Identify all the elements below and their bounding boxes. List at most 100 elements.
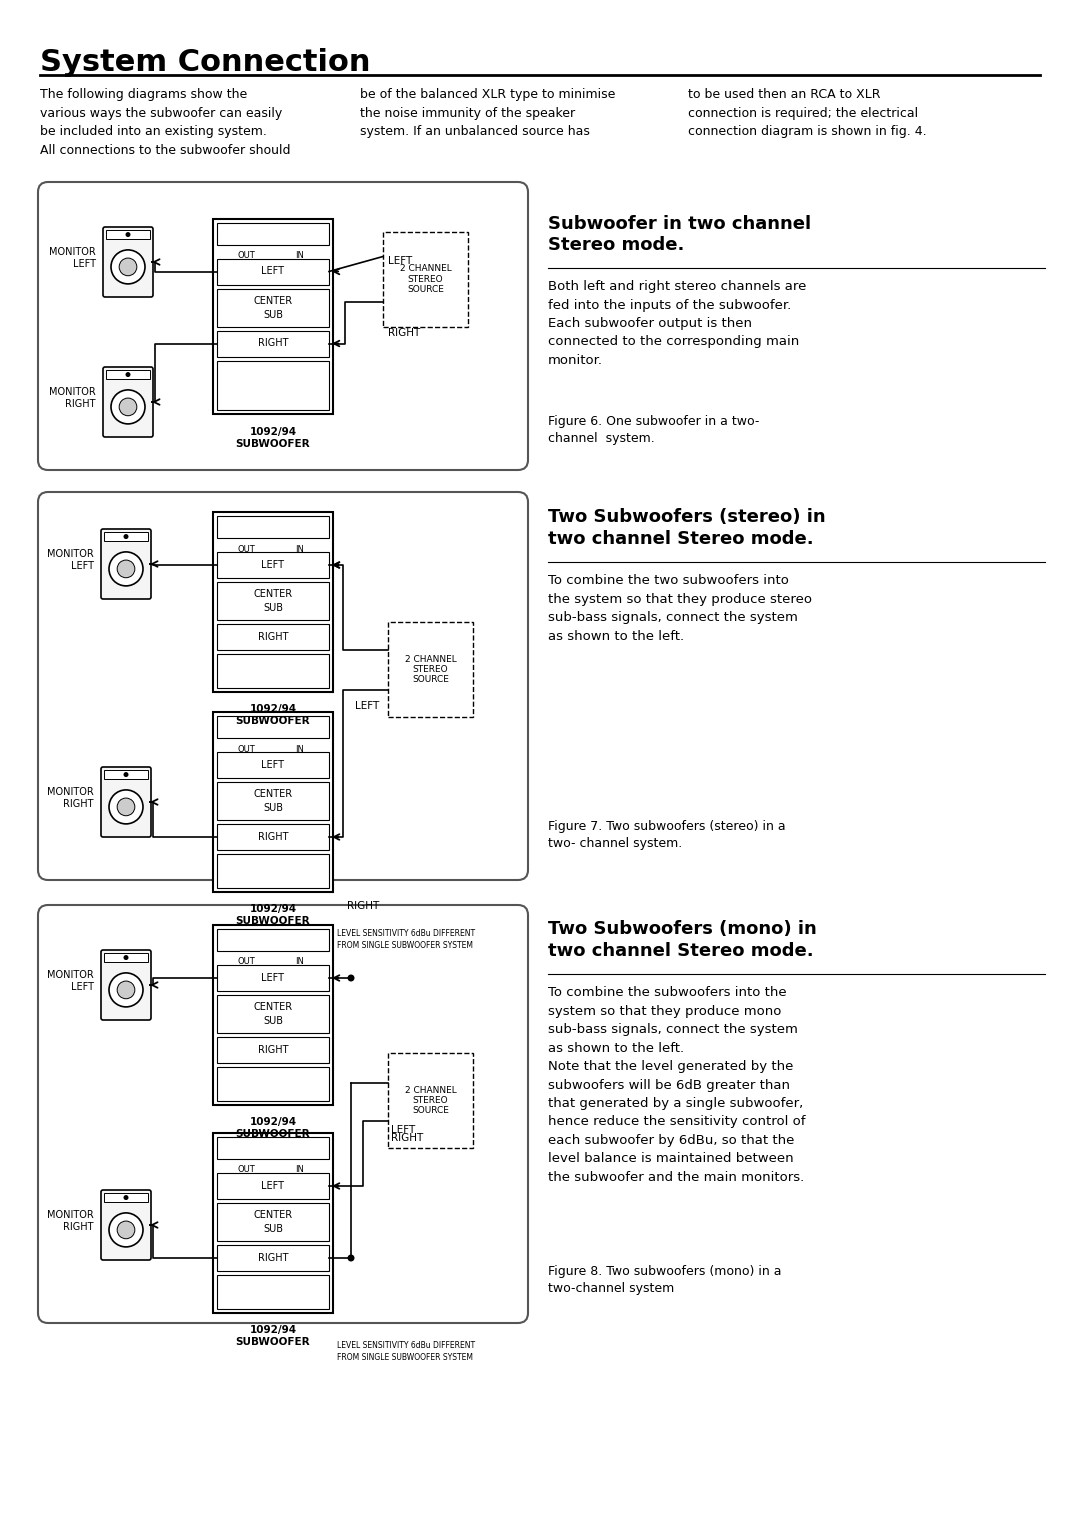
FancyBboxPatch shape xyxy=(38,182,528,471)
Text: LEVEL SENSITIVITY 6dBu DIFFERENT
FROM SINGLE SUBWOOFER SYSTEM: LEVEL SENSITIVITY 6dBu DIFFERENT FROM SI… xyxy=(337,1342,475,1361)
Text: LEFT: LEFT xyxy=(391,1125,415,1135)
Bar xyxy=(217,1274,329,1309)
Bar xyxy=(217,824,329,850)
Text: MONITOR
RIGHT: MONITOR RIGHT xyxy=(48,787,94,808)
Text: SUB: SUB xyxy=(264,604,283,613)
Circle shape xyxy=(125,232,131,237)
Bar xyxy=(217,552,329,578)
Text: RIGHT: RIGHT xyxy=(347,902,379,911)
FancyBboxPatch shape xyxy=(103,367,153,437)
Bar xyxy=(388,1053,473,1148)
Text: 2 CHANNEL
STEREO
SOURCE: 2 CHANNEL STEREO SOURCE xyxy=(400,264,451,293)
Text: RIGHT: RIGHT xyxy=(258,1045,288,1054)
Circle shape xyxy=(123,772,129,778)
Circle shape xyxy=(123,535,129,539)
Text: IN: IN xyxy=(295,958,303,967)
Text: CENTER: CENTER xyxy=(254,1002,293,1012)
Text: 2 CHANNEL
STEREO
SOURCE: 2 CHANNEL STEREO SOURCE xyxy=(405,1085,457,1115)
Text: Figure 6. One subwoofer in a two-
channel  system.: Figure 6. One subwoofer in a two- channe… xyxy=(548,416,759,445)
Text: RIGHT: RIGHT xyxy=(258,339,288,348)
FancyBboxPatch shape xyxy=(102,950,151,1021)
Bar xyxy=(104,1193,148,1203)
Text: System Connection: System Connection xyxy=(40,47,370,76)
Bar xyxy=(217,1137,329,1160)
Text: be of the balanced XLR type to minimise
the noise immunity of the speaker
system: be of the balanced XLR type to minimise … xyxy=(360,89,616,138)
Text: SUB: SUB xyxy=(264,804,283,813)
Text: RIGHT: RIGHT xyxy=(258,833,288,842)
Text: OUT: OUT xyxy=(238,1166,256,1175)
Circle shape xyxy=(123,1195,129,1199)
FancyBboxPatch shape xyxy=(38,492,528,880)
Text: RIGHT: RIGHT xyxy=(258,1253,288,1264)
Text: Both left and right stereo channels are
fed into the inputs of the subwoofer.
Ea: Both left and right stereo channels are … xyxy=(548,280,807,367)
Bar xyxy=(217,995,329,1033)
Text: OUT: OUT xyxy=(238,251,256,260)
Text: 2 CHANNEL
STEREO
SOURCE: 2 CHANNEL STEREO SOURCE xyxy=(405,654,457,685)
Circle shape xyxy=(119,399,137,416)
Text: To combine the two subwoofers into
the system so that they produce stereo
sub-ba: To combine the two subwoofers into the s… xyxy=(548,575,812,642)
Bar xyxy=(217,782,329,821)
Text: SUB: SUB xyxy=(264,310,283,319)
Circle shape xyxy=(117,561,135,578)
Circle shape xyxy=(117,981,135,999)
Text: CENTER: CENTER xyxy=(254,295,293,306)
Text: MONITOR
RIGHT: MONITOR RIGHT xyxy=(50,387,96,410)
Circle shape xyxy=(348,975,354,981)
Bar xyxy=(388,622,473,717)
Text: LEFT: LEFT xyxy=(261,759,284,770)
Text: 1092/94
SUBWOOFER: 1092/94 SUBWOOFER xyxy=(235,1117,310,1138)
Text: MONITOR
RIGHT: MONITOR RIGHT xyxy=(48,1210,94,1232)
Circle shape xyxy=(109,973,143,1007)
Circle shape xyxy=(111,251,145,284)
Text: MONITOR
LEFT: MONITOR LEFT xyxy=(50,248,96,269)
Text: 1092/94
SUBWOOFER: 1092/94 SUBWOOFER xyxy=(235,905,310,926)
Text: SUB: SUB xyxy=(264,1224,283,1235)
Circle shape xyxy=(111,390,145,423)
Bar xyxy=(106,231,150,238)
Circle shape xyxy=(117,1221,135,1239)
Text: OUT: OUT xyxy=(238,544,256,553)
Bar xyxy=(213,712,333,892)
Bar xyxy=(217,582,329,620)
Text: LEFT: LEFT xyxy=(354,701,379,711)
Circle shape xyxy=(125,371,131,377)
Text: Subwoofer in two channel
Stereo mode.: Subwoofer in two channel Stereo mode. xyxy=(548,215,811,255)
Text: 1092/94
SUBWOOFER: 1092/94 SUBWOOFER xyxy=(235,428,310,449)
Text: IN: IN xyxy=(295,744,303,753)
Bar xyxy=(217,1067,329,1102)
Text: MONITOR
LEFT: MONITOR LEFT xyxy=(48,970,94,992)
Text: LEFT: LEFT xyxy=(388,255,413,266)
Text: LEFT: LEFT xyxy=(261,266,284,277)
Text: LEFT: LEFT xyxy=(261,559,284,570)
Bar xyxy=(213,219,333,414)
Bar xyxy=(217,330,329,356)
Text: LEFT: LEFT xyxy=(261,973,284,983)
Bar xyxy=(217,1203,329,1241)
Bar xyxy=(217,752,329,778)
Text: LEVEL SENSITIVITY 6dBu DIFFERENT
FROM SINGLE SUBWOOFER SYSTEM: LEVEL SENSITIVITY 6dBu DIFFERENT FROM SI… xyxy=(337,929,475,950)
Circle shape xyxy=(109,790,143,824)
Text: 1092/94
SUBWOOFER: 1092/94 SUBWOOFER xyxy=(235,1325,310,1346)
Bar xyxy=(213,512,333,692)
Bar xyxy=(213,924,333,1105)
Text: Figure 7. Two subwoofers (stereo) in a
two- channel system.: Figure 7. Two subwoofers (stereo) in a t… xyxy=(548,821,785,850)
Text: OUT: OUT xyxy=(238,958,256,967)
Bar xyxy=(217,717,329,738)
Bar xyxy=(383,232,468,327)
Text: RIGHT: RIGHT xyxy=(388,327,420,338)
Text: IN: IN xyxy=(295,1166,303,1175)
Text: 1092/94
SUBWOOFER: 1092/94 SUBWOOFER xyxy=(235,704,310,726)
Text: To combine the subwoofers into the
system so that they produce mono
sub-bass sig: To combine the subwoofers into the syste… xyxy=(548,986,806,1184)
Circle shape xyxy=(119,258,137,275)
Circle shape xyxy=(109,552,143,585)
FancyBboxPatch shape xyxy=(102,767,151,837)
Bar xyxy=(217,289,329,327)
Bar xyxy=(217,361,329,410)
Text: IN: IN xyxy=(295,251,303,260)
Text: RIGHT: RIGHT xyxy=(258,633,288,642)
Bar xyxy=(104,770,148,779)
Bar xyxy=(217,1174,329,1199)
Bar xyxy=(104,953,148,963)
Text: Two Subwoofers (mono) in
two channel Stereo mode.: Two Subwoofers (mono) in two channel Ste… xyxy=(548,920,816,960)
Circle shape xyxy=(109,1213,143,1247)
